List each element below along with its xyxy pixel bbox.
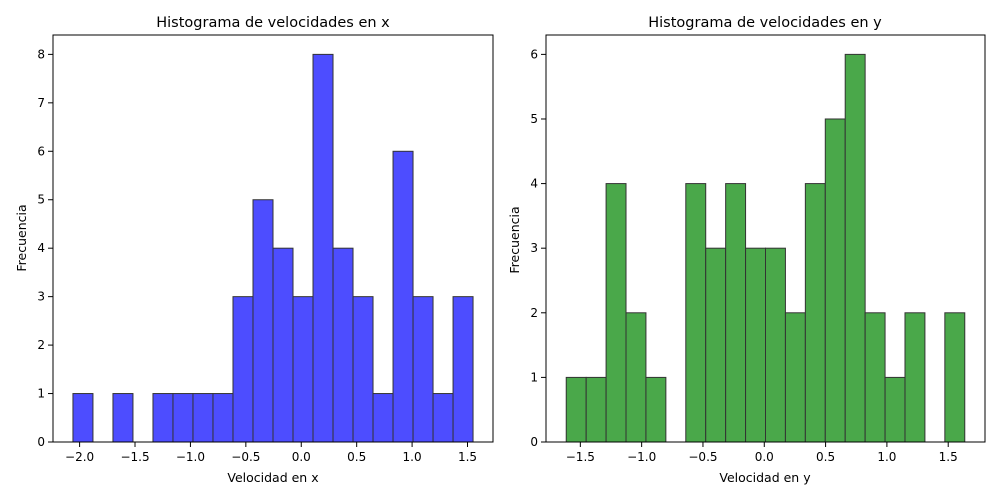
bar-y-10 [765, 247, 786, 443]
bar-x-17 [412, 296, 434, 443]
y-tick-label-y-4: 4 [530, 177, 538, 191]
plot-frame-x [52, 34, 494, 443]
x-tick-label-y-5: 1.0 [877, 450, 896, 464]
histogram-velocity-x: Histograma de velocidades en x Velocidad… [14, 15, 494, 485]
ticks-x: −2.0 −1.5 −1.0 −0.5 0.0 0.5 1.0 1.5 0 1 2 3 4 5 6 7 8 [37, 47, 477, 464]
x-tick-label-x-1: −1.5 [120, 450, 149, 464]
y-axis-label-y: Frecuencia [507, 206, 522, 273]
bar-y-17 [904, 312, 926, 443]
bar-y-19 [944, 312, 966, 443]
x-tick-label-y-0: −1.5 [566, 450, 595, 464]
bar-y-11 [784, 312, 806, 443]
chart-title-y: Histograma de velocidades en y [648, 15, 882, 31]
x-tick-label-y-6: 1.5 [939, 450, 958, 464]
x-tick-label-y-1: −1.0 [627, 450, 656, 464]
y-tick-label-x-6: 6 [37, 144, 45, 158]
x-tick-label-x-5: 0.5 [347, 450, 366, 464]
y-tick-label-x-1: 1 [37, 387, 45, 401]
bar-x-9 [252, 199, 274, 443]
bar-x-10 [272, 247, 294, 443]
bar-y-4 [645, 376, 667, 443]
bar-x-14 [352, 296, 374, 443]
bar-x-2 [112, 393, 134, 443]
x-tick-label-x-6: 1.0 [403, 450, 422, 464]
bar-x-15 [372, 393, 394, 443]
bar-y-6 [685, 183, 707, 443]
bar-y-2 [605, 183, 627, 443]
bar-y-9 [745, 247, 766, 443]
x-tick-label-x-0: −2.0 [65, 450, 94, 464]
y-tick-label-x-7: 7 [37, 96, 45, 110]
bar-x-8 [232, 296, 254, 443]
bar-y-0 [565, 376, 587, 443]
y-tick-label-y-3: 3 [530, 241, 538, 255]
bar-x-16 [392, 150, 414, 443]
plot-frame-y [545, 34, 986, 443]
bar-y-7 [705, 247, 727, 443]
bar-y-13 [824, 118, 846, 443]
bar-y-16 [884, 376, 906, 443]
bar-y-12 [804, 183, 826, 443]
bar-y-8 [725, 183, 747, 443]
x-tick-label-y-3: 0.0 [755, 450, 774, 464]
bar-x-11 [292, 296, 314, 443]
x-tick-label-x-4: 0.0 [292, 450, 311, 464]
y-tick-label-y-0: 0 [530, 435, 538, 449]
bar-y-15 [864, 312, 886, 443]
y-tick-label-x-8: 8 [37, 47, 45, 61]
x-tick-label-x-2: −1.0 [176, 450, 205, 464]
x-axis-label-y: Velocidad en y [719, 470, 811, 485]
y-tick-label-x-4: 4 [37, 241, 45, 255]
bar-x-12 [312, 53, 334, 443]
bar-x-7 [212, 393, 234, 443]
bar-y-1 [585, 376, 607, 443]
bar-y-3 [625, 312, 647, 443]
bar-x-0 [72, 393, 94, 443]
y-tick-label-x-2: 2 [37, 338, 45, 352]
y-axis-label-x: Frecuencia [14, 204, 29, 271]
bar-x-18 [432, 393, 454, 443]
y-tick-label-y-1: 1 [530, 370, 538, 384]
chart-title-x: Histograma de velocidades en x [156, 15, 390, 31]
bars-x [72, 53, 474, 443]
y-tick-label-y-6: 6 [530, 47, 538, 61]
y-tick-label-x-5: 5 [37, 193, 45, 207]
bar-y-14 [844, 53, 866, 443]
x-tick-label-y-4: 0.5 [816, 450, 835, 464]
x-tick-label-y-2: −0.5 [688, 450, 717, 464]
y-tick-label-y-2: 2 [530, 306, 538, 320]
y-tick-label-x-0: 0 [37, 435, 45, 449]
bars-y [565, 53, 966, 443]
bar-x-4 [152, 393, 174, 443]
bar-x-5 [172, 393, 194, 443]
histogram-velocity-y: Histograma de velocidades en y Velocidad… [507, 15, 986, 485]
ticks-y: −1.5 −1.0 −0.5 0.0 0.5 1.0 1.5 0 1 2 3 4 5 6 [530, 47, 957, 464]
y-tick-label-x-3: 3 [37, 290, 45, 304]
y-tick-label-y-5: 5 [530, 112, 538, 126]
bar-x-13 [332, 247, 354, 443]
x-axis-label-x: Velocidad en x [227, 470, 318, 485]
bar-x-6 [192, 393, 214, 443]
x-tick-label-x-7: 1.5 [458, 450, 477, 464]
x-tick-label-x-3: −0.5 [231, 450, 260, 464]
bar-x-19 [452, 296, 474, 443]
